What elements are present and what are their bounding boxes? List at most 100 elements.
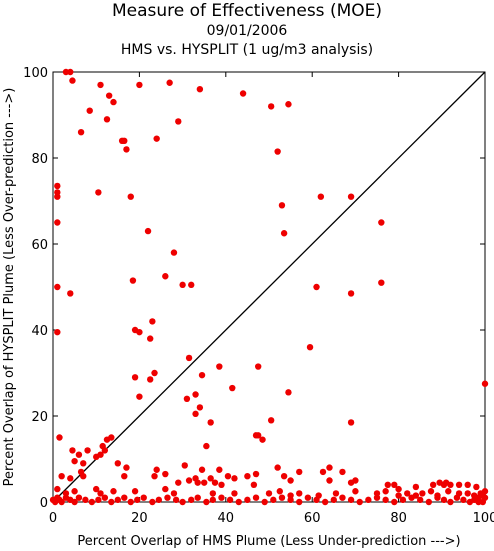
data-point [54, 283, 61, 291]
data-point [391, 481, 398, 488]
data-point [185, 354, 193, 362]
y-tick-label: 80 [31, 152, 48, 167]
data-point [196, 86, 204, 93]
data-point [149, 498, 156, 506]
data-point [140, 494, 147, 501]
y-tick-label: 100 [23, 66, 48, 81]
data-point [231, 475, 238, 482]
data-point [378, 279, 385, 286]
data-point [235, 498, 242, 506]
data-point [395, 485, 402, 493]
data-point [201, 479, 208, 486]
data-point [101, 447, 109, 454]
y-axis-label: Percent Overlap of HYSPLIT Plume (Less O… [2, 88, 17, 487]
data-point [136, 328, 143, 336]
data-point [95, 189, 102, 196]
data-point [97, 490, 104, 497]
data-point [54, 328, 61, 336]
data-point [203, 442, 210, 450]
data-point [80, 460, 87, 467]
data-point [209, 496, 217, 504]
data-point [347, 419, 355, 426]
data-point [296, 468, 303, 476]
data-point [114, 496, 122, 504]
data-point [218, 481, 225, 488]
data-point [149, 318, 156, 325]
data-point [261, 498, 268, 506]
data-point [339, 468, 346, 476]
data-point [216, 363, 223, 370]
data-point [313, 283, 320, 291]
data-point [123, 464, 130, 471]
data-point [69, 447, 76, 454]
data-point [181, 462, 188, 469]
data-point [147, 335, 154, 342]
data-point [162, 485, 169, 493]
data-point [274, 464, 281, 471]
data-point [108, 434, 115, 441]
data-point [134, 496, 141, 504]
data-point [347, 496, 355, 504]
data-point [427, 488, 435, 495]
data-point [211, 479, 219, 486]
data-point [231, 490, 238, 497]
data-point [276, 488, 283, 495]
data-point [429, 481, 437, 488]
data-point [101, 494, 109, 501]
data-point [54, 193, 61, 200]
data-point [131, 374, 139, 381]
data-point [155, 496, 163, 504]
data-point [326, 477, 333, 484]
data-point [304, 494, 312, 501]
data-point [121, 137, 128, 144]
data-point [103, 116, 111, 123]
data-point [110, 488, 117, 495]
x-tick-label: 100 [473, 511, 494, 526]
data-point [267, 103, 275, 110]
data-point [77, 129, 85, 136]
data-point [67, 475, 74, 482]
data-point [475, 498, 482, 506]
data-point [185, 477, 193, 484]
data-point [198, 371, 206, 379]
data-point [136, 393, 143, 400]
data-point [239, 90, 247, 97]
data-point [172, 496, 180, 504]
data-point [306, 344, 314, 351]
x-tick-label: 20 [131, 511, 148, 526]
data-point [229, 384, 236, 392]
y-tick-label: 0 [40, 496, 48, 511]
data-point [207, 419, 214, 426]
data-point [464, 481, 471, 488]
data-point [69, 77, 76, 84]
data-point [270, 496, 277, 504]
data-point [196, 404, 204, 411]
data-point [54, 485, 61, 493]
data-point [153, 466, 160, 473]
data-point [313, 496, 320, 504]
data-point [56, 434, 63, 441]
data-point [153, 135, 160, 142]
plot-border [52, 71, 486, 503]
x-tick-label: 80 [390, 511, 407, 526]
data-point [395, 492, 402, 499]
data-point [250, 481, 258, 488]
data-point [352, 488, 359, 495]
data-point [453, 494, 461, 501]
data-point [330, 496, 337, 504]
data-point [121, 473, 128, 480]
data-point [244, 473, 251, 480]
data-point [447, 498, 454, 506]
data-point [252, 494, 260, 501]
data-point [365, 496, 372, 504]
data-point [54, 182, 61, 190]
data-point [419, 490, 426, 497]
data-point [479, 492, 487, 499]
data-point [71, 488, 78, 495]
data-point [67, 290, 74, 297]
data-point [473, 483, 480, 491]
data-point [339, 494, 346, 501]
x-tick-label: 0 [49, 511, 57, 526]
data-point [317, 193, 325, 200]
data-point [84, 447, 91, 454]
